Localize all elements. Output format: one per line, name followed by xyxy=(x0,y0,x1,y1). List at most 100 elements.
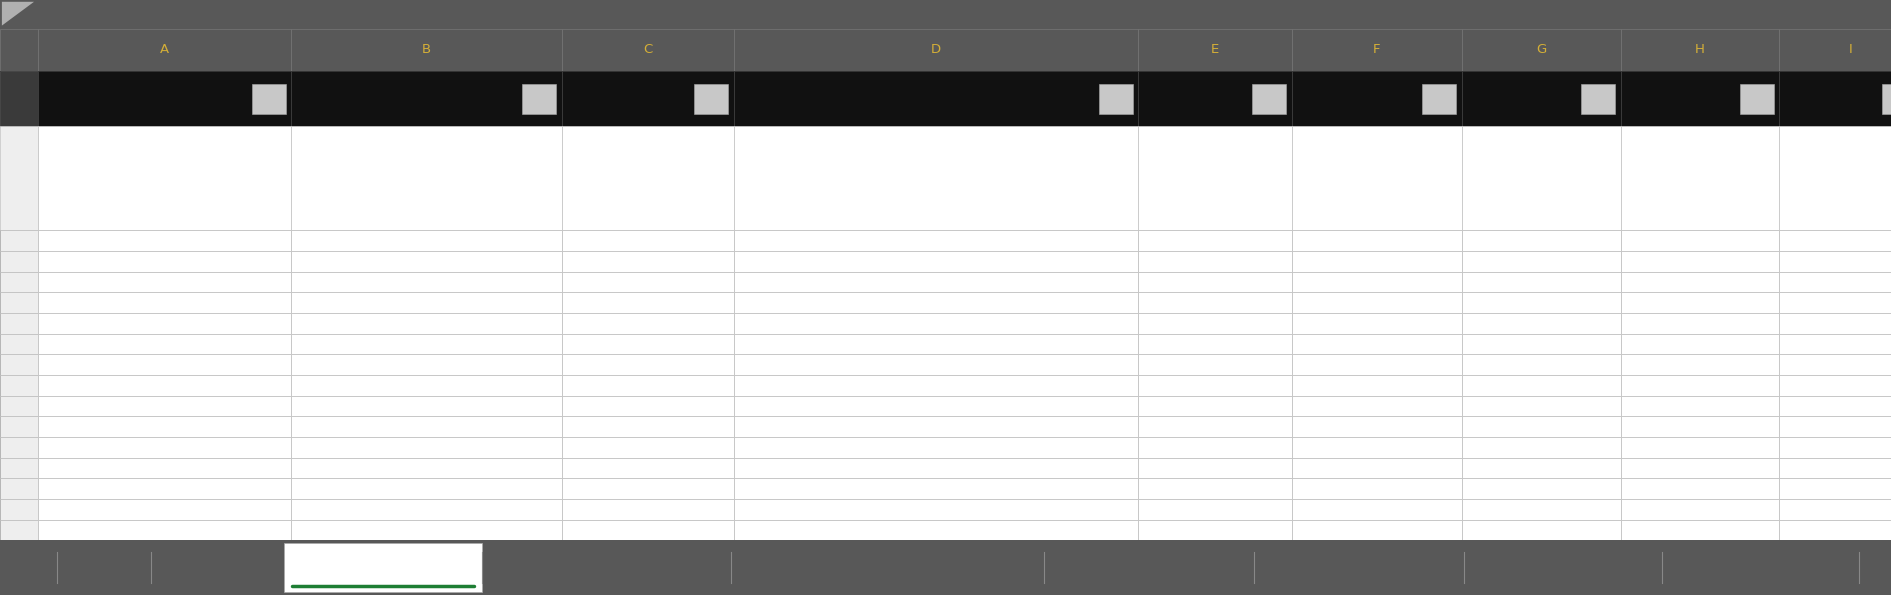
Bar xyxy=(0,313,38,334)
Text: End Date (U: End Date (U xyxy=(1488,94,1564,104)
Text: 1234567890: 1234567890 xyxy=(301,133,373,143)
Text: TRUE: TRUE xyxy=(1789,133,1819,143)
Bar xyxy=(562,354,734,375)
Bar xyxy=(0,71,1891,126)
Bar xyxy=(1621,354,1779,375)
Bar xyxy=(291,71,562,126)
Bar xyxy=(1779,29,1891,71)
Bar xyxy=(1138,458,1292,478)
Bar xyxy=(38,271,291,292)
Bar xyxy=(562,437,734,458)
Bar xyxy=(1779,251,1891,271)
Bar xyxy=(1292,313,1462,334)
Bar xyxy=(291,313,562,334)
Text: Usage Type: Usage Type xyxy=(885,94,957,104)
Bar xyxy=(291,478,562,499)
Text: ▼: ▼ xyxy=(1267,96,1271,102)
Bar xyxy=(1462,478,1621,499)
Bar xyxy=(734,126,1138,230)
Bar xyxy=(1621,416,1779,437)
Text: 1: 1 xyxy=(15,137,23,147)
Bar xyxy=(1462,271,1621,292)
Bar xyxy=(291,437,562,458)
Bar xyxy=(562,375,734,396)
Bar xyxy=(0,416,38,437)
Bar xyxy=(1621,126,1779,230)
Bar xyxy=(0,230,38,251)
Text: +: + xyxy=(1813,559,1829,577)
Text: Account Name: Account Name xyxy=(104,94,195,104)
Bar xyxy=(1292,478,1462,499)
Bar xyxy=(562,396,734,416)
Bar xyxy=(38,126,291,230)
Bar xyxy=(1138,292,1292,313)
Text: 5: 5 xyxy=(15,298,23,308)
Bar xyxy=(1138,251,1292,271)
Bar xyxy=(562,478,734,499)
Bar xyxy=(1462,230,1621,251)
Bar xyxy=(1779,416,1891,437)
Bar xyxy=(38,519,291,540)
Bar xyxy=(562,71,734,126)
Bar xyxy=(0,126,1891,230)
Text: C: C xyxy=(643,43,652,57)
Bar xyxy=(38,416,291,437)
Bar xyxy=(734,271,1138,292)
Bar xyxy=(291,458,562,478)
Bar xyxy=(291,29,562,71)
Bar xyxy=(1292,499,1462,519)
Bar xyxy=(38,29,291,71)
Bar xyxy=(1462,396,1621,416)
Bar xyxy=(1292,292,1462,313)
Bar xyxy=(1292,416,1462,437)
Bar xyxy=(1292,71,1462,126)
Bar xyxy=(38,375,291,396)
Text: 2026-06-
01T00:00:00Z: 2026-06- 01T00:00:00Z xyxy=(1471,133,1553,157)
Bar xyxy=(734,499,1138,519)
Text: Billing Period: Billing Period xyxy=(1157,94,1242,104)
Bar xyxy=(0,251,38,271)
Bar xyxy=(1779,292,1891,313)
Text: 15: 15 xyxy=(13,504,25,514)
Bar xyxy=(1138,478,1292,499)
Bar xyxy=(0,437,38,458)
Text: {'advdataprotect-premium': 'provisioned_v1',
'dataprotect-premium': 'provisioned: {'advdataprotect-premium': 'provisioned_… xyxy=(743,133,1027,174)
Bar xyxy=(38,230,291,251)
Bar xyxy=(1462,71,1621,126)
Bar xyxy=(1292,126,1462,230)
Text: ⋮: ⋮ xyxy=(1868,560,1883,575)
Bar xyxy=(0,499,38,519)
Bar xyxy=(1621,478,1779,499)
Bar xyxy=(562,29,734,71)
Bar xyxy=(1422,84,1456,114)
Text: Overview: Overview xyxy=(193,563,244,572)
Bar xyxy=(1779,375,1891,396)
Text: 6: 6 xyxy=(15,318,23,328)
Bar xyxy=(562,519,734,540)
Bar xyxy=(1462,458,1621,478)
Bar xyxy=(1292,230,1462,251)
Bar xyxy=(1292,334,1462,354)
Bar xyxy=(1621,292,1779,313)
Text: Current Consu: Current Consu xyxy=(1721,563,1800,572)
Text: 16: 16 xyxy=(13,525,25,535)
Text: B: B xyxy=(422,43,431,57)
Text: Annual: Annual xyxy=(1148,133,1188,143)
Bar xyxy=(1621,271,1779,292)
Text: 13: 13 xyxy=(13,463,25,473)
Text: Start Date (U: Start Date (U xyxy=(1320,94,1403,104)
Bar xyxy=(1621,230,1779,251)
Text: F: F xyxy=(1373,43,1380,57)
Bar xyxy=(0,71,38,126)
Bar xyxy=(1779,396,1891,416)
Bar xyxy=(1779,271,1891,292)
Text: ▼: ▼ xyxy=(537,96,541,102)
Bar xyxy=(1462,334,1621,354)
Bar xyxy=(1779,437,1891,458)
Text: 9: 9 xyxy=(15,380,23,390)
Text: 2: 2 xyxy=(15,236,23,246)
Text: ...: ... xyxy=(1876,563,1887,572)
Bar xyxy=(734,313,1138,334)
Bar xyxy=(291,354,562,375)
Text: D: D xyxy=(930,43,942,57)
